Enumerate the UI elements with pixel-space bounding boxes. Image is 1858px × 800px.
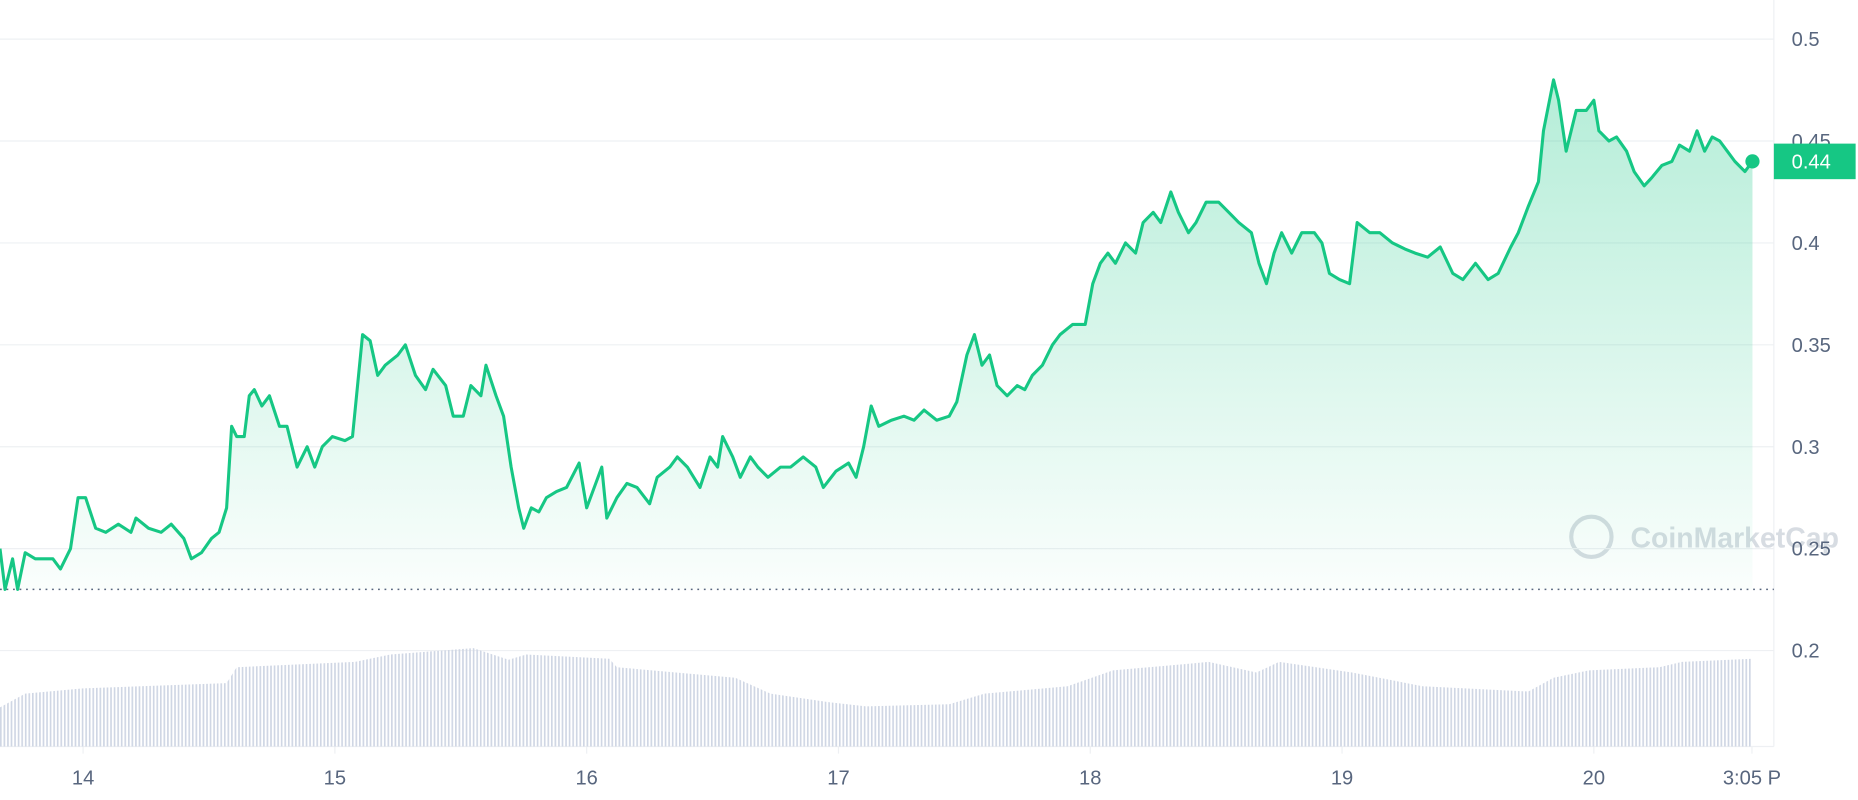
y-tick-label: 0.35	[1792, 335, 1831, 357]
price-line	[0, 78, 1754, 591]
price-area	[0, 79, 1753, 590]
current-price-box	[1773, 143, 1856, 180]
current-dot	[1745, 154, 1760, 169]
x-tick-label: 17	[827, 767, 849, 789]
x-tick-label: 16	[575, 767, 597, 789]
x-tick-label: 14	[72, 767, 94, 789]
x-tick-label: 20	[1583, 767, 1605, 789]
volume-area	[0, 648, 1753, 747]
x-tick-label: 18	[1079, 767, 1101, 789]
y-tick-label: 0.4	[1792, 233, 1820, 255]
current-price-label: 0.44	[1792, 151, 1831, 173]
y-tick-label: 0.5	[1792, 29, 1820, 51]
y-tick-label: 0.3	[1792, 437, 1820, 459]
x-tick-label: 19	[1331, 767, 1353, 789]
y-tick-label: 0.25	[1792, 539, 1831, 561]
y-tick-label: 0.2	[1792, 641, 1820, 663]
x-tick-label: 3:05 P	[1723, 767, 1781, 789]
x-tick-label: 15	[324, 767, 346, 789]
